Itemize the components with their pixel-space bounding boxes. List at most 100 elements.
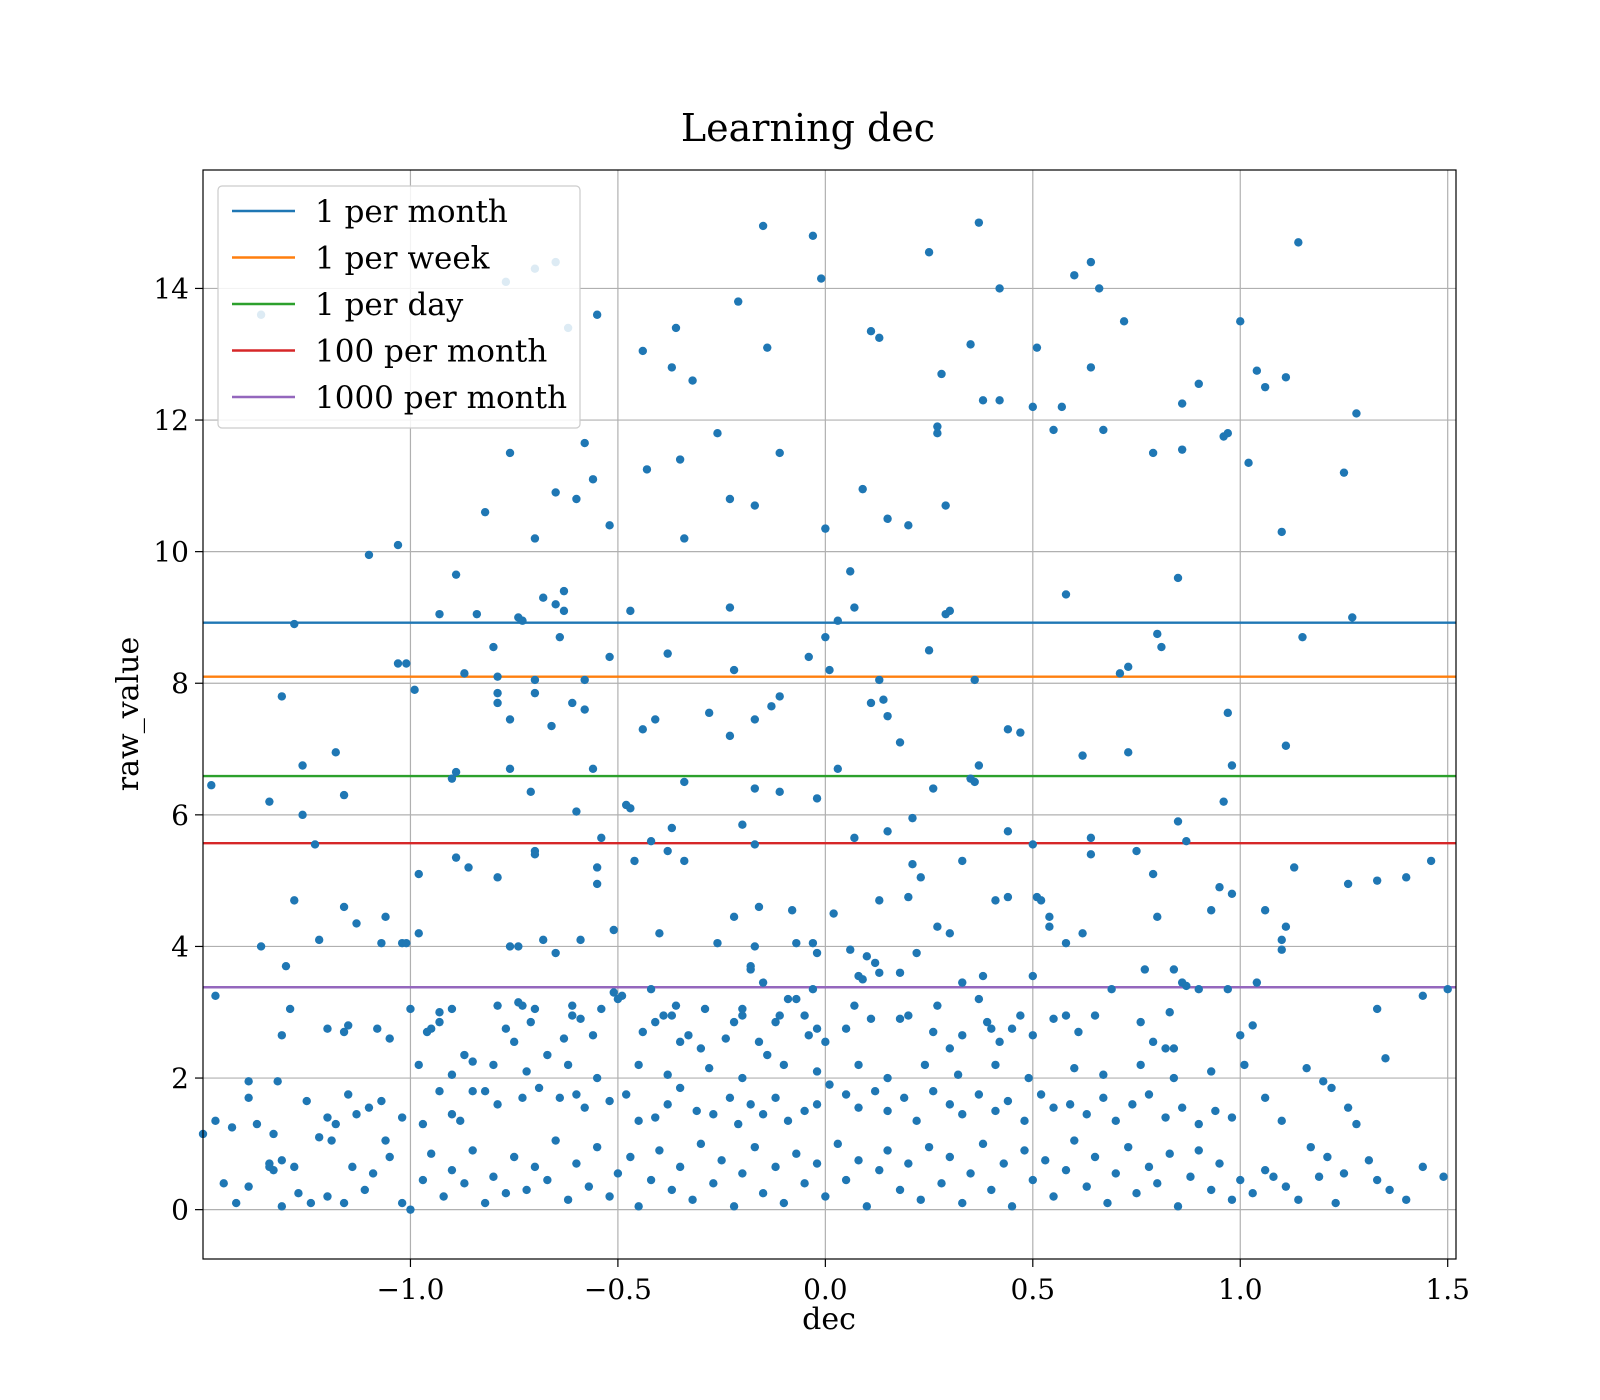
y-tick-label: 12: [153, 404, 189, 437]
data-point: [1348, 613, 1357, 622]
data-point: [331, 1119, 340, 1129]
data-point: [1281, 741, 1291, 750]
data-point: [850, 1001, 859, 1010]
data-point: [489, 642, 498, 652]
data-point: [995, 284, 1004, 293]
data-point: [505, 715, 515, 724]
data-point: [1352, 1119, 1361, 1129]
data-point: [422, 1027, 432, 1037]
data-point: [738, 820, 747, 829]
data-point: [812, 1100, 822, 1109]
data-point: [551, 948, 560, 958]
data-point: [958, 1110, 967, 1119]
data-point: [605, 521, 614, 530]
data-point: [1323, 1152, 1332, 1162]
data-point: [505, 448, 515, 458]
data-point: [584, 1182, 594, 1191]
data-point: [310, 840, 320, 849]
data-point: [1016, 1011, 1025, 1020]
data-point: [821, 632, 830, 642]
data-point: [572, 494, 581, 504]
data-point: [908, 813, 917, 823]
data-point: [1144, 1090, 1154, 1099]
data-point: [256, 942, 266, 951]
data-point: [746, 1100, 755, 1109]
data-point: [1061, 938, 1071, 948]
legend-entry-label: 1 per week: [315, 241, 490, 277]
data-point: [846, 945, 855, 954]
data-point: [385, 1034, 394, 1043]
data-point: [675, 1083, 685, 1093]
data-point: [991, 1106, 1000, 1116]
data-point: [493, 1100, 502, 1109]
data-point: [1306, 1142, 1315, 1152]
data-point: [929, 784, 938, 793]
data-point: [568, 1011, 577, 1020]
data-point: [1061, 590, 1071, 599]
data-point: [895, 1185, 905, 1195]
data-point: [1169, 1073, 1179, 1083]
legend-entry-label: 100 per month: [315, 334, 547, 370]
data-point: [381, 1136, 390, 1145]
data-point: [804, 652, 813, 662]
data-point: [460, 1050, 469, 1060]
data-point: [402, 938, 411, 948]
data-point: [385, 1152, 394, 1162]
data-point: [418, 1175, 428, 1185]
data-point: [1372, 1004, 1382, 1014]
data-point: [364, 550, 374, 560]
data-point: [1215, 883, 1224, 892]
y-tick-label: 6: [171, 799, 189, 832]
data-point: [771, 1162, 780, 1172]
data-point: [667, 1011, 677, 1020]
data-point: [895, 738, 905, 747]
data-point: [397, 1113, 407, 1122]
data-point: [1028, 1031, 1038, 1040]
data-point: [991, 1060, 1000, 1070]
data-point: [1111, 1169, 1120, 1178]
data-point: [265, 1162, 274, 1172]
data-point: [621, 1090, 631, 1099]
data-point: [626, 1152, 635, 1162]
data-point: [779, 1060, 789, 1070]
y-tick-label: 2: [171, 1062, 189, 1095]
y-axis-label: raw_value: [111, 637, 146, 791]
data-point: [344, 1021, 353, 1030]
data-point: [555, 1093, 565, 1102]
data-point: [273, 1077, 282, 1086]
data-point: [1078, 929, 1087, 938]
data-point: [480, 1087, 490, 1096]
data-point: [771, 1017, 780, 1027]
data-point: [580, 1103, 589, 1112]
data-point: [924, 646, 934, 655]
data-point: [651, 1017, 660, 1027]
data-point: [841, 1090, 851, 1099]
data-point: [530, 850, 540, 859]
data-point: [945, 1152, 955, 1162]
data-point: [451, 570, 461, 579]
data-point: [651, 715, 660, 724]
data-point: [812, 1159, 822, 1168]
data-point: [298, 810, 307, 820]
data-point: [1277, 945, 1286, 954]
data-point: [634, 1060, 643, 1070]
data-point: [1439, 1172, 1448, 1181]
data-point: [447, 1004, 457, 1014]
data-point: [597, 833, 606, 843]
data-point: [709, 1179, 718, 1188]
data-point: [841, 1024, 851, 1033]
data-point: [480, 1198, 490, 1208]
data-point: [1065, 1100, 1075, 1109]
data-point: [277, 1202, 287, 1211]
y-tick-label: 10: [153, 536, 189, 569]
data-point: [323, 1024, 332, 1033]
data-point: [916, 873, 925, 882]
data-point: [729, 665, 739, 675]
data-point: [530, 1004, 540, 1014]
data-point: [750, 1142, 760, 1152]
data-point: [539, 593, 548, 602]
data-point: [534, 1083, 544, 1093]
data-point: [634, 1116, 643, 1126]
data-point: [1028, 1175, 1038, 1185]
data-point: [518, 1001, 527, 1010]
